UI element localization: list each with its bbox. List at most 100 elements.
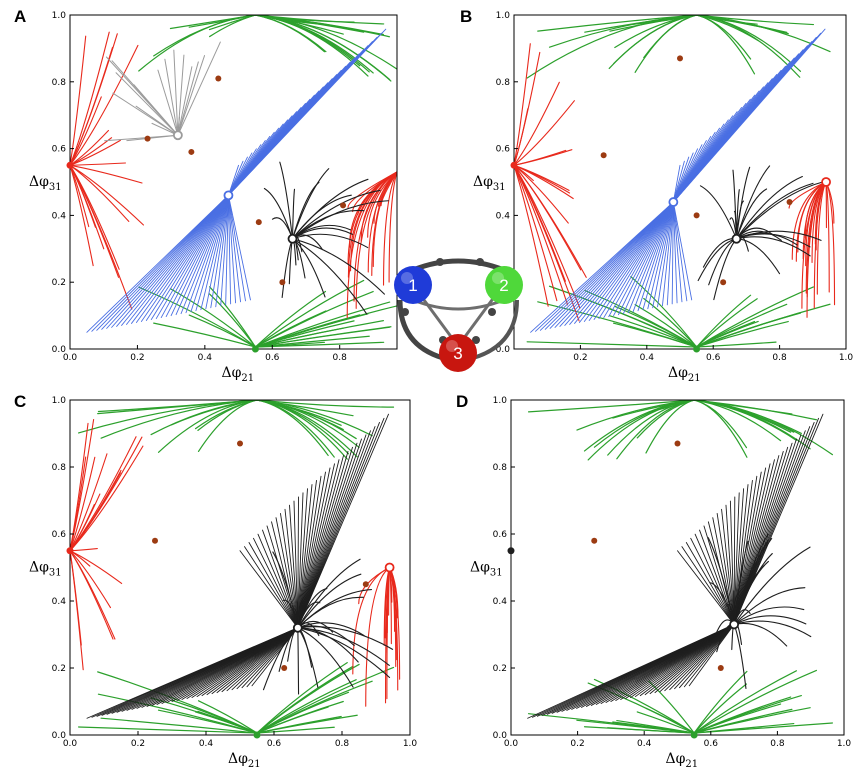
trajectory-diagonal [239, 550, 299, 629]
y-tick-label: 0.8 [493, 463, 508, 473]
trajectory-black [735, 165, 771, 240]
saddle-point [600, 152, 607, 159]
trajectory-red [514, 164, 558, 302]
trajectory-black [291, 188, 296, 240]
trajectory-black [291, 227, 354, 240]
trajectory-red [70, 419, 95, 552]
panel-D: 0.0 0.2 0.4 0.6 0.8 1.0 0.0 0.2 0.4 0.6 0.8 1.0 Δφ21… [456, 392, 851, 767]
y-tick-label: 0.4 [52, 597, 67, 607]
x-tick-label: 1.0 [839, 353, 854, 363]
y-tick-label: 0.6 [496, 145, 511, 155]
trajectory-diagonal [150, 194, 229, 320]
trajectory-black [291, 194, 352, 240]
trajectory-diagonal [703, 525, 735, 625]
synapse-terminal [436, 258, 444, 266]
y-tick-label: 0.6 [52, 530, 67, 540]
trajectory-diagonal [205, 194, 229, 310]
trajectory-diagonal [170, 194, 229, 317]
trajectory-diagonal [578, 201, 674, 323]
trajectory-black [735, 232, 798, 246]
trajectory-diagonal [672, 160, 685, 203]
trajectory-green [256, 666, 395, 734]
stable-point [287, 233, 298, 244]
trajectories [70, 15, 397, 348]
trajectory-diagonal [721, 508, 735, 625]
stable-point [510, 161, 518, 169]
trajectory-red [388, 171, 397, 283]
trajectory-black [733, 622, 788, 647]
synapse-link [472, 299, 519, 360]
trajectory-red [514, 164, 549, 307]
synapse-terminal [401, 308, 409, 316]
trajectory-red [70, 547, 98, 552]
trajectory-green [693, 683, 748, 734]
trajectory-diagonal [297, 450, 349, 629]
y-tick-label: 0.4 [496, 211, 511, 221]
trajectory-diagonal [145, 194, 229, 321]
trajectory-red [70, 164, 130, 222]
trajectory-diagonal [583, 201, 674, 322]
y-tick-label: 1.0 [52, 11, 67, 21]
trajectory-red [806, 181, 827, 298]
trajectory-red [514, 81, 560, 166]
trajectory-black [291, 181, 320, 240]
trajectory-diagonal [297, 438, 362, 629]
trajectory-green [548, 285, 698, 348]
trajectory-green [696, 298, 758, 348]
trajectory-red [70, 453, 108, 552]
x-axis-label: Δφ21 [668, 365, 701, 384]
trajectory-green [153, 322, 257, 348]
trajectory-diagonal [262, 529, 299, 629]
trajectory-diagonal [652, 201, 674, 309]
trajectory-diagonal [674, 624, 735, 690]
trajectory-diagonal [657, 201, 674, 308]
trajectory-diagonal [297, 455, 344, 629]
axes-frame [69, 14, 398, 350]
trajectory-diagonal [733, 459, 775, 625]
trajectory-black [733, 546, 811, 625]
trajectory-diagonal [297, 430, 371, 629]
saddle-point [152, 537, 158, 544]
stable-point [251, 345, 259, 353]
trajectory-green [97, 400, 258, 415]
trajectory-gray [112, 92, 179, 136]
saddle-point [237, 440, 243, 447]
trajectory-diagonal [569, 201, 674, 325]
trajectory-diagonal [297, 434, 367, 629]
saddle-point [279, 279, 286, 286]
trajectory-green [138, 15, 257, 72]
y-tick-label: 0.4 [52, 211, 67, 221]
trajectory-black [733, 553, 773, 625]
trajectory-diagonal [121, 194, 229, 326]
trajectory-black [291, 238, 385, 295]
trajectory-green [188, 314, 257, 348]
trajectory-black [733, 540, 749, 625]
trajectory-diagonal [672, 201, 693, 301]
trajectory-black [291, 189, 381, 240]
x-tick-label: 0.8 [333, 353, 348, 363]
trajectory-red [514, 149, 567, 166]
trajectory-diagonal [111, 194, 229, 328]
trajectory-black [297, 627, 354, 688]
y-axis-label: Δφ31 [29, 560, 62, 579]
trajectory-diagonal [86, 194, 229, 333]
trajectory-diagonal [244, 546, 299, 629]
trajectory-red [70, 31, 110, 166]
x-tick-label: 0.8 [335, 739, 350, 749]
trajectory-red [70, 164, 145, 226]
stable-point [223, 190, 234, 201]
trajectory-diagonal [608, 201, 674, 318]
trajectory-green [693, 400, 811, 450]
trajectory-green [256, 400, 360, 448]
trajectory-black [297, 627, 319, 688]
trajectory-black [735, 182, 814, 240]
trajectory-green [256, 400, 357, 440]
node-highlight [401, 272, 413, 284]
trajectory-diagonal [293, 500, 299, 629]
trajectory-diagonal [225, 194, 229, 306]
trajectory-green [254, 320, 384, 348]
trajectory-diagonal [642, 201, 674, 311]
trajectory-diagonal [549, 201, 674, 329]
trajectory-diagonal [672, 201, 688, 302]
y-tick-label: 1.0 [52, 396, 67, 406]
